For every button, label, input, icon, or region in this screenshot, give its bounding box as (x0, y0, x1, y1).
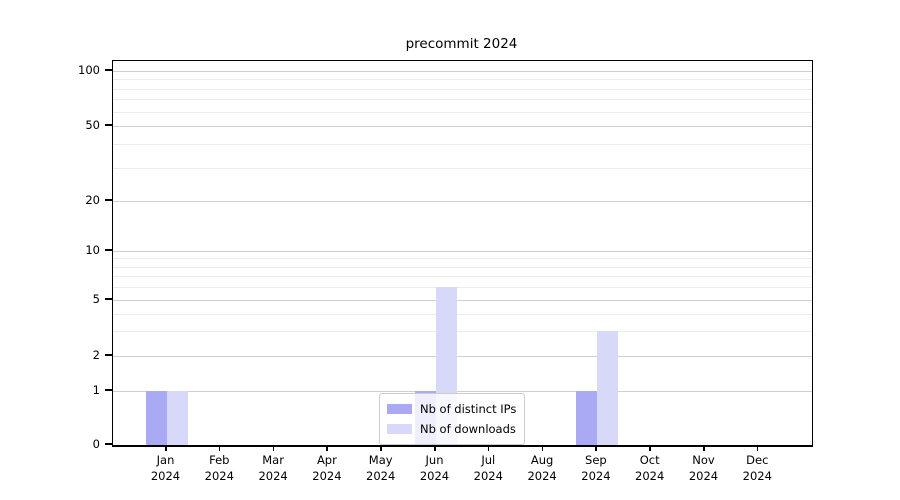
chart-title: precommit 2024 (405, 36, 518, 52)
y-tick-label: 50 (85, 118, 100, 132)
x-tick-mark (541, 446, 544, 451)
x-tick-label: Apr 2024 (312, 453, 342, 483)
minor-gridline (113, 144, 812, 146)
y-tick-mark (105, 249, 112, 251)
bar-downloads (596, 331, 618, 445)
x-tick-mark (165, 446, 167, 451)
y-tick-label: 2 (92, 348, 100, 362)
x-tick-label: Mar 2024 (258, 453, 288, 483)
y-tick-mark (105, 69, 112, 71)
minor-gridline (113, 266, 812, 268)
x-tick-mark (326, 446, 328, 451)
major-gridline (113, 201, 812, 202)
legend-label-distinct-ips: Nb of distinct IPs (420, 402, 517, 416)
major-gridline (113, 251, 812, 252)
y-tick-label: 20 (85, 193, 100, 207)
legend-label-downloads: Nb of downloads (420, 422, 516, 436)
x-tick-mark (756, 446, 759, 451)
y-tick-mark (105, 298, 112, 300)
x-tick-mark (703, 446, 705, 451)
x-tick-label: Aug 2024 (527, 453, 557, 483)
x-tick-label: Feb 2024 (204, 453, 234, 483)
major-gridline (113, 300, 812, 301)
plot-area: Nb of distinct IPs Nb of downloads (112, 60, 813, 447)
bar-distinct-ips (575, 391, 597, 445)
x-tick-mark (380, 446, 382, 451)
minor-gridline (113, 79, 812, 81)
x-tick-label: Jan 2024 (150, 453, 181, 483)
bar-distinct-ips (145, 391, 167, 445)
y-tick-mark (105, 354, 112, 356)
x-tick-label: Sep 2024 (581, 453, 611, 483)
major-gridline (113, 356, 812, 357)
legend-swatch-downloads (387, 424, 412, 434)
x-tick-mark (595, 446, 597, 451)
y-tick-mark (105, 443, 112, 445)
x-tick-mark (218, 446, 221, 451)
minor-gridline (113, 167, 812, 169)
minor-gridline (113, 88, 812, 90)
x-tick-mark (434, 446, 436, 451)
x-tick-mark (272, 446, 275, 451)
major-gridline (113, 71, 812, 72)
x-tick-mark (649, 446, 651, 451)
major-gridline (113, 126, 812, 127)
minor-gridline (113, 276, 812, 278)
legend: Nb of distinct IPs Nb of downloads (379, 393, 526, 445)
minor-gridline (113, 258, 812, 260)
minor-gridline (113, 287, 812, 289)
x-tick-mark (487, 446, 490, 451)
legend-item-downloads: Nb of downloads (387, 419, 516, 439)
y-tick-label: 10 (85, 243, 100, 257)
y-tick-label: 5 (92, 292, 100, 306)
y-tick-mark (105, 389, 112, 391)
minor-gridline (113, 99, 812, 101)
minor-gridline (113, 313, 812, 315)
x-tick-label: Jun 2024 (419, 453, 450, 483)
x-tick-label: Oct 2024 (635, 453, 665, 483)
x-tick-label: Dec 2024 (742, 453, 772, 483)
y-tick-mark (105, 124, 112, 126)
major-gridline (113, 391, 812, 392)
y-tick-label: 0 (92, 437, 100, 451)
legend-swatch-distinct-ips (387, 404, 412, 414)
x-tick-label: May 2024 (366, 453, 396, 483)
y-tick-label: 100 (78, 63, 100, 77)
y-tick-label: 1 (92, 383, 100, 397)
bar-downloads (166, 391, 188, 445)
y-tick-mark (105, 199, 112, 201)
x-tick-label: Jul 2024 (473, 453, 503, 483)
minor-gridline (113, 111, 812, 113)
legend-item-distinct-ips: Nb of distinct IPs (387, 399, 516, 419)
minor-gridline (113, 331, 812, 333)
x-tick-label: Nov 2024 (688, 453, 719, 483)
